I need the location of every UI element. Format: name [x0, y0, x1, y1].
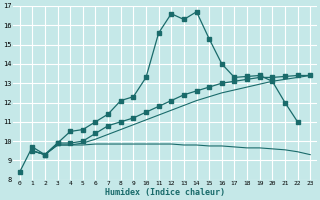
X-axis label: Humidex (Indice chaleur): Humidex (Indice chaleur): [105, 188, 225, 197]
